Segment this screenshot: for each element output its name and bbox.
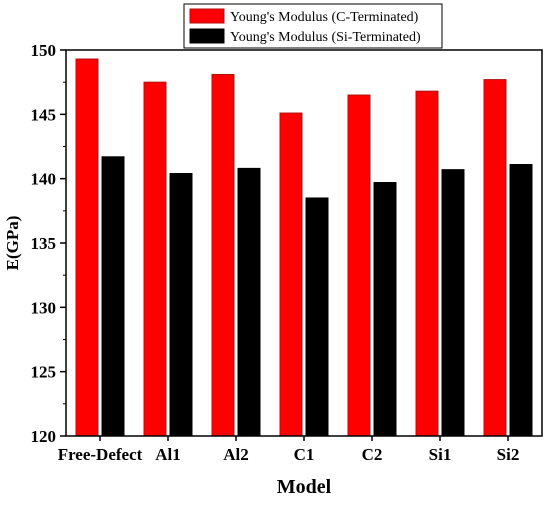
bar-c-terminated-si1: [415, 90, 439, 437]
legend-label: Young's Modulus (Si-Terminated): [230, 30, 421, 45]
x-tick-label: Al2: [223, 445, 249, 464]
x-tick-label: C1: [294, 445, 315, 464]
bar-c-terminated-c2: [347, 94, 371, 437]
legend-swatch-c-terminated: [189, 8, 225, 24]
x-axis-label: Model: [277, 476, 332, 498]
y-tick-label: 135: [31, 234, 57, 253]
x-tick-label: C2: [362, 445, 383, 464]
plot-frame: [65, 49, 543, 437]
bar-c-terminated-al1: [143, 81, 167, 437]
x-axis-ticks: Free-Defect Al1 Al2 C1 C2 Si1 Si2: [58, 436, 520, 464]
legend: Young's Modulus (C-Terminated) Young's Mo…: [183, 3, 443, 49]
bar-si-terminated-si2: [509, 164, 533, 437]
y-tick-label: 130: [31, 298, 57, 317]
y-tick-label: 120: [31, 427, 57, 446]
y-tick-label: 145: [31, 105, 57, 124]
legend-swatch-si-terminated: [189, 28, 225, 44]
x-tick-label: Free-Defect: [58, 445, 143, 464]
bar-si-terminated-free-defect: [101, 156, 125, 437]
axes: [65, 49, 543, 437]
bar-si-terminated-c1: [305, 197, 329, 437]
bar-c-terminated-c1: [279, 112, 303, 437]
bar-si-terminated-c2: [373, 182, 397, 437]
bar-c-terminated-free-defect: [75, 58, 99, 437]
bar-si-terminated-si1: [441, 169, 465, 437]
legend-box: [183, 3, 443, 49]
x-tick-label: Al1: [155, 445, 181, 464]
bar-c-terminated-si2: [483, 79, 507, 437]
bar-si-terminated-al1: [169, 173, 193, 437]
y-tick-label: 125: [31, 363, 57, 382]
y-tick-label: 150: [31, 41, 57, 60]
legend-label: Young's Modulus (C-Terminated): [230, 10, 419, 25]
y-axis-label: E(GPa): [3, 216, 22, 271]
bar-si-terminated-al2: [237, 167, 261, 437]
bars-layer: [75, 58, 533, 437]
y-axis-ticks: 120 125 130 135 140 145 150: [31, 41, 66, 446]
bar-c-terminated-al2: [211, 73, 235, 437]
x-tick-label: Si2: [497, 445, 520, 464]
y-tick-label: 140: [31, 170, 57, 189]
x-tick-label: Si1: [429, 445, 452, 464]
